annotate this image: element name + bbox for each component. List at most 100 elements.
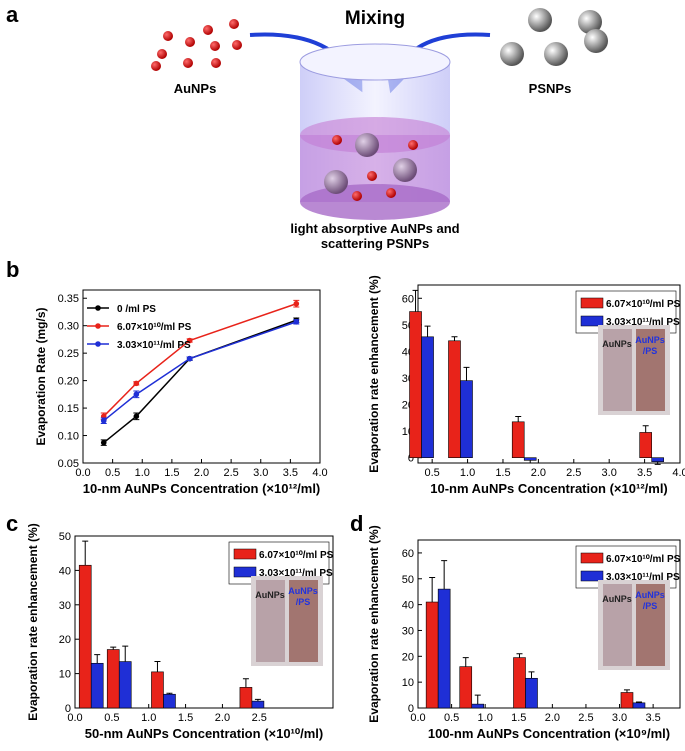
diagram: Mixing AuNPs PSNPs light absorptive AuNP… xyxy=(151,8,608,251)
bar xyxy=(448,340,461,458)
bar xyxy=(239,687,253,709)
x-tick-label: 2.5 xyxy=(223,467,238,479)
bar xyxy=(460,380,473,458)
bar xyxy=(106,649,120,709)
legend-swatch xyxy=(233,566,257,578)
panel-label: a xyxy=(6,2,19,27)
bar xyxy=(511,421,525,458)
point xyxy=(293,300,300,307)
inset-cuvette xyxy=(603,584,632,666)
bar xyxy=(251,700,265,709)
x-tick-label: 0.5 xyxy=(104,712,119,724)
diagram-title: Mixing xyxy=(345,8,405,29)
x-tick-label: 2.5 xyxy=(566,467,581,479)
bar xyxy=(651,457,664,462)
legend-label: 3.03×10¹¹/ml PS xyxy=(259,568,333,579)
diagram-label: AuNPs xyxy=(174,81,217,96)
x-tick-label: 4.0 xyxy=(672,467,685,479)
point xyxy=(133,380,140,387)
error-bar xyxy=(623,689,630,693)
x-tick-label: 1.5 xyxy=(178,712,193,724)
x-tick-label: 3.5 xyxy=(283,467,298,479)
error-bar xyxy=(166,692,173,695)
x-axis-label: 10-nm AuNPs Concentration (×10¹²/ml) xyxy=(430,481,668,496)
x-tick-label: 2.0 xyxy=(194,467,209,479)
x-tick-label: 1.0 xyxy=(478,712,493,724)
bar xyxy=(151,671,164,709)
inset-cuvette xyxy=(603,329,632,411)
legend-label: 3.03×10¹¹/ml PS xyxy=(606,572,680,583)
x-axis-label: 10-nm AuNPs Concentration (×10¹²/ml) xyxy=(83,481,321,496)
error-bar xyxy=(474,694,481,705)
panel-label: c xyxy=(6,511,18,536)
error-bar xyxy=(122,645,129,662)
y-tick-label: 50 xyxy=(59,531,71,543)
error-bar xyxy=(516,653,523,658)
bar xyxy=(421,336,434,458)
y-tick-label: 0 xyxy=(408,453,414,465)
y-tick-label: 10 xyxy=(59,669,71,681)
inset-label: /PS xyxy=(643,601,658,611)
x-axis-label: 50-nm AuNPs Concentration (×10¹⁰/ml) xyxy=(85,726,323,741)
bar xyxy=(409,311,422,458)
error-bar xyxy=(451,336,458,341)
y-tick-label: 20 xyxy=(59,634,71,646)
y-tick-label: 0.30 xyxy=(58,321,79,333)
diagram-caption: scattering PSNPs xyxy=(321,236,429,251)
y-tick-label: 0.15 xyxy=(58,403,79,415)
point xyxy=(293,319,300,325)
error-bar xyxy=(515,416,522,422)
x-tick-label: 1.5 xyxy=(511,712,526,724)
inset-label: /PS xyxy=(643,346,658,356)
inset-label: AuNPs xyxy=(255,590,285,600)
x-tick-label: 1.5 xyxy=(495,467,510,479)
error-bar xyxy=(429,576,436,603)
inset-cuvette xyxy=(636,329,665,411)
diagram-caption: light absorptive AuNPs and xyxy=(290,221,459,236)
error-bar xyxy=(462,657,469,667)
bar xyxy=(437,588,451,709)
legend-label: 0 /ml PS xyxy=(117,304,156,315)
legend-swatch xyxy=(233,548,257,560)
x-tick-label: 3.0 xyxy=(602,467,617,479)
line xyxy=(103,303,297,417)
bar xyxy=(632,702,646,709)
bar xyxy=(471,703,485,709)
legend-label: 3.03×10¹¹/ml PS xyxy=(117,340,191,351)
point xyxy=(133,391,140,398)
legend-swatch xyxy=(580,315,604,327)
y-tick-label: 60 xyxy=(402,293,414,305)
y-tick-label: 0.20 xyxy=(58,376,79,388)
x-tick-label: 0.0 xyxy=(75,467,90,479)
inset-label: AuNPs xyxy=(602,594,632,604)
legend-label: 3.03×10¹¹/ml PS xyxy=(606,317,680,328)
legend-marker xyxy=(95,305,101,311)
bar xyxy=(525,677,538,709)
inset-label: /PS xyxy=(296,597,311,607)
x-tick-label: 2.5 xyxy=(578,712,593,724)
bar xyxy=(163,693,176,709)
x-tick-label: 1.0 xyxy=(460,467,475,479)
y-tick-label: 40 xyxy=(59,565,71,577)
x-tick-label: 4.0 xyxy=(312,467,327,479)
error-bar xyxy=(94,654,101,664)
inset-label: AuNPs xyxy=(288,586,318,596)
x-tick-label: 2.5 xyxy=(252,712,267,724)
y-axis-label: Evaporation rate enhancement (%) xyxy=(367,525,381,722)
x-tick-label: 0.5 xyxy=(105,467,120,479)
legend-swatch xyxy=(580,552,604,564)
plot-frame xyxy=(82,289,321,464)
y-tick-label: 0 xyxy=(408,703,414,715)
panel-label: d xyxy=(350,511,363,536)
x-tick-label: 2.0 xyxy=(545,712,560,724)
x-tick-label: 3.0 xyxy=(612,712,627,724)
x-tick-label: 0.5 xyxy=(444,712,459,724)
legend-marker xyxy=(95,341,101,347)
y-axis-label: Evaporation rate enhancement (%) xyxy=(26,523,40,720)
bar xyxy=(78,564,92,709)
bar xyxy=(425,601,439,709)
error-bar xyxy=(424,325,431,337)
y-tick-label: 60 xyxy=(402,548,414,560)
y-tick-label: 0.35 xyxy=(58,293,79,305)
